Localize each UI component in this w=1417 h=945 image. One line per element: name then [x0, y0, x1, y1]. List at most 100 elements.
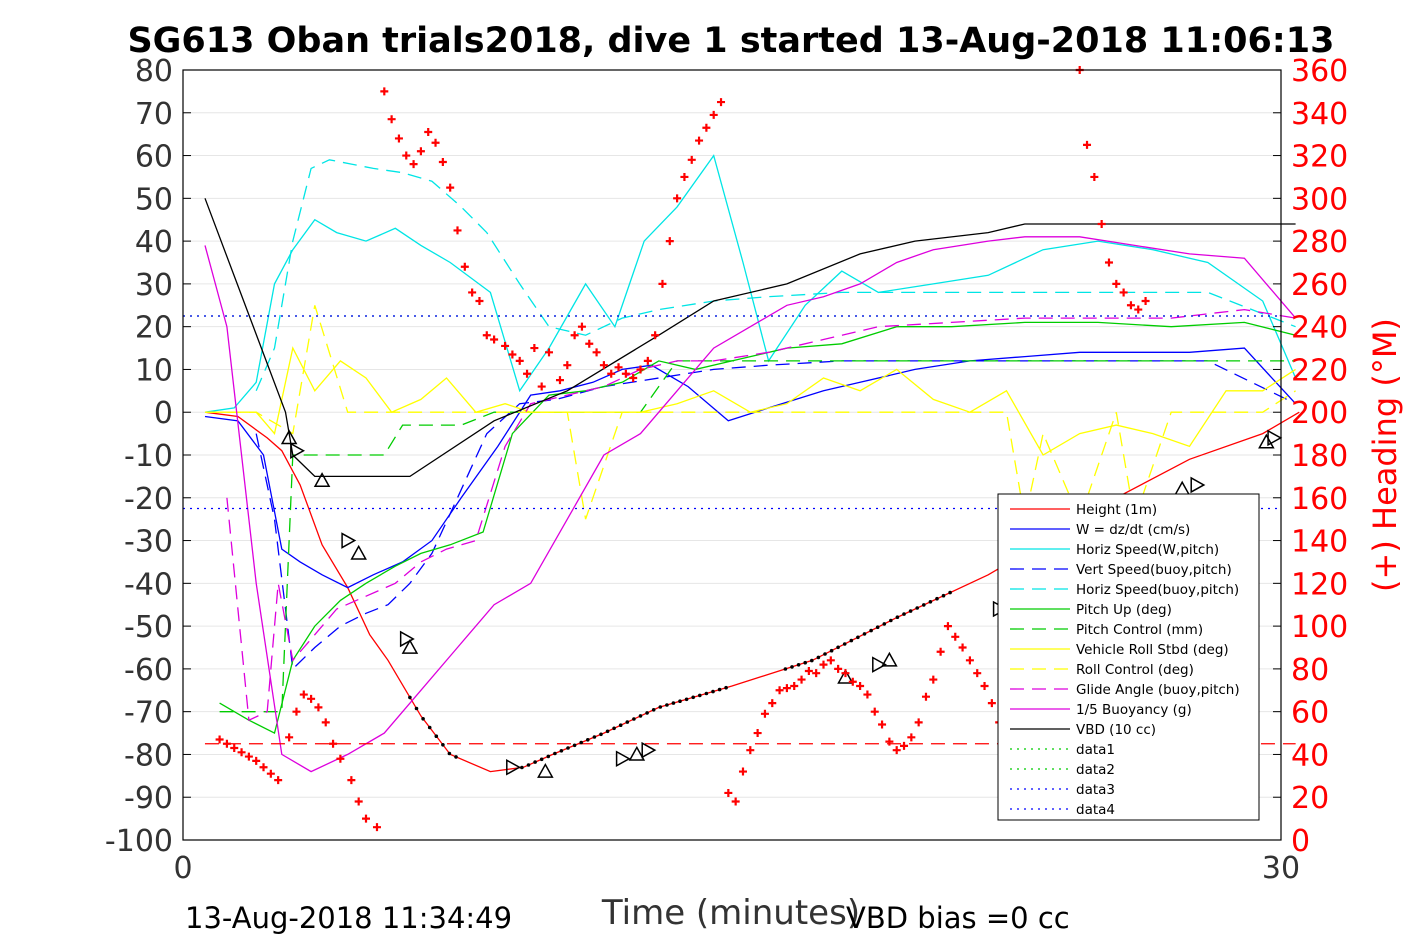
y-right-tick-label-5: 260: [1291, 268, 1348, 303]
heading-point-47: [577, 322, 586, 331]
height-dot-46: [823, 652, 827, 656]
legend: Height (1m) W = dz/dt (cm/s) Horiz Speed(W…: [997, 493, 1260, 821]
height-dot-9: [526, 763, 531, 767]
height-dot-5: [441, 743, 445, 747]
y-right-tick-label-7: 220: [1291, 353, 1348, 388]
y-tick-label-1: 70: [135, 97, 173, 132]
heading-point-97: [943, 622, 952, 631]
height-dot-6: [447, 751, 452, 756]
y-tick-label-3: 50: [135, 182, 173, 217]
heading-point-53: [621, 369, 630, 378]
triangle-marker-21: [1190, 476, 1206, 494]
heading-point-0: [215, 735, 224, 744]
heading-point-2: [230, 744, 239, 753]
height-dot-0: [408, 695, 412, 700]
heading-point-42: [537, 382, 546, 391]
y-tick-label-14: -60: [124, 653, 173, 688]
heading-point-78: [804, 667, 813, 676]
height-dot-65: [948, 590, 952, 595]
footer-date: 13-Aug-2018 11:34:49: [185, 901, 512, 935]
triangle-marker-20: [1173, 480, 1191, 496]
heading-point-38: [508, 350, 517, 359]
legend-label-10: 1/5 Buoyancy (g): [1076, 702, 1192, 718]
heading-point-17: [347, 776, 356, 785]
height-dot-42: [796, 663, 801, 667]
heading-point-120: [1112, 279, 1121, 288]
triangle-marker-3: [341, 532, 357, 549]
y-right-tick-label-2: 320: [1291, 140, 1348, 175]
triangle-marker-10: [628, 745, 646, 761]
height-dot-12: [546, 754, 551, 759]
heading-point-24: [402, 151, 411, 160]
height-dot-8: [520, 765, 524, 770]
triangle-marker-8: [537, 763, 554, 778]
height-dot-35: [698, 693, 702, 698]
heading-point-87: [870, 707, 879, 716]
heading-point-71: [753, 729, 762, 738]
heading-point-82: [834, 664, 843, 673]
y-tick-label-16: -80: [124, 738, 173, 773]
heading-point-13: [314, 703, 323, 712]
heading-point-81: [826, 656, 835, 665]
y-tick-label-11: -30: [124, 525, 173, 560]
heading-point-122: [1126, 301, 1135, 310]
triangle-marker-2: [313, 472, 331, 488]
heading-point-56: [643, 356, 652, 365]
triangle-marker-14: [881, 651, 898, 667]
height-dot-4: [434, 734, 439, 738]
y-tick-label-6: 20: [135, 311, 173, 346]
heading-point-32: [460, 262, 469, 271]
heading-point-63: [695, 136, 704, 145]
heading-point-6: [259, 763, 268, 772]
series-line-5: [219, 321, 1296, 735]
series-line-2: [204, 154, 1297, 413]
heading-point-12: [307, 694, 316, 703]
heading-point-18: [354, 797, 363, 806]
heading-point-64: [702, 123, 711, 132]
heading-point-21: [380, 87, 389, 96]
heading-point-96: [936, 647, 945, 656]
y-right-tick-label-10: 160: [1291, 482, 1348, 517]
y-right-tick-label-6: 240: [1291, 311, 1348, 346]
series-line-3: [255, 360, 1296, 671]
heading-point-59: [665, 237, 674, 246]
heading-point-94: [921, 692, 930, 701]
height-dot-16: [572, 743, 577, 748]
heading-point-92: [907, 733, 916, 742]
heading-point-84: [848, 677, 857, 686]
series-line-1: [204, 347, 1297, 589]
heading-point-100: [965, 656, 974, 665]
height-dot-21: [605, 729, 610, 734]
heading-point-88: [878, 720, 887, 729]
height-dot-28: [651, 708, 656, 712]
heading-point-124: [1141, 297, 1150, 305]
height-dot-41: [790, 665, 794, 669]
height-dot-19: [592, 735, 597, 739]
y-tick-label-10: -20: [124, 482, 173, 517]
y-right-tick-label-3: 300: [1291, 182, 1348, 217]
height-dot-34: [691, 695, 695, 700]
height-dot-39: [724, 685, 728, 690]
height-dot-49: [842, 642, 847, 646]
series-line-4: [255, 159, 1296, 392]
triangle-marker-5: [399, 630, 415, 648]
y-right-tick-label-18: 0: [1291, 824, 1310, 859]
height-dot-58: [902, 612, 906, 616]
heading-point-4: [244, 752, 253, 761]
height-dot-14: [559, 749, 564, 753]
heading-point-9: [285, 733, 294, 742]
height-dot-56: [889, 618, 893, 623]
legend-label-3: Vert Speed(buoy,pitch): [1076, 562, 1232, 578]
heading-point-39: [515, 356, 524, 365]
height-dot-20: [599, 732, 603, 737]
heading-point-66: [717, 98, 726, 107]
y-right-tick-label-15: 60: [1291, 696, 1329, 731]
legend-label-14: data3: [1076, 782, 1115, 798]
height-dot-29: [658, 705, 663, 709]
x-tick-label-1: 30: [1262, 851, 1300, 886]
triangle-marker-12: [837, 668, 854, 684]
heading-point-118: [1097, 220, 1106, 228]
height-dot-61: [922, 603, 926, 607]
heading-point-45: [563, 361, 572, 370]
height-dot-36: [704, 691, 709, 696]
